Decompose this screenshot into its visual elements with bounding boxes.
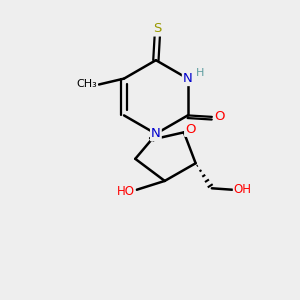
- Text: S: S: [153, 22, 161, 35]
- Text: CH₃: CH₃: [76, 80, 97, 89]
- Text: HO: HO: [117, 185, 135, 198]
- Text: OH: OH: [234, 183, 252, 196]
- Polygon shape: [149, 134, 156, 141]
- Text: N: N: [151, 127, 161, 140]
- Text: O: O: [214, 110, 224, 123]
- Text: O: O: [185, 123, 196, 136]
- Text: H: H: [196, 68, 204, 78]
- Text: N: N: [183, 72, 193, 85]
